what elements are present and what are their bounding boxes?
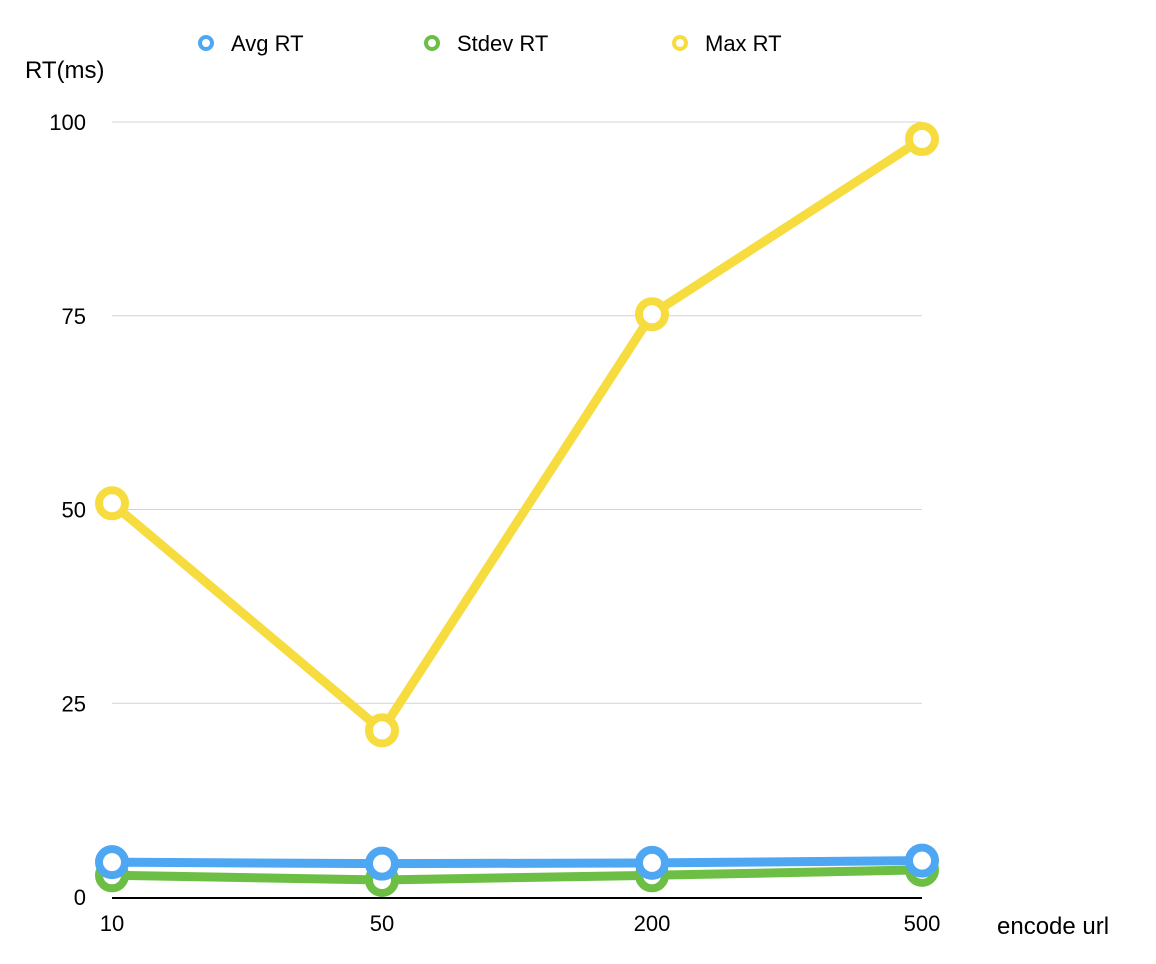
legend-item: Stdev RT (424, 31, 548, 56)
x-tick-labels: 10 50 200 500 (100, 911, 941, 936)
y-tick-labels: 0 25 50 75 100 (49, 110, 86, 910)
x-tick-label: 500 (904, 911, 941, 936)
data-point (365, 713, 399, 748)
series-avg-rt (95, 843, 939, 881)
data-point (365, 846, 399, 881)
series-group (95, 122, 939, 897)
y-tick-label: 25 (62, 691, 86, 716)
x-axis-title: encode url (997, 913, 1109, 940)
data-point (635, 297, 669, 332)
y-axis-title: RT(ms) (25, 57, 105, 84)
series-line (107, 134, 927, 735)
legend-marker (424, 35, 440, 51)
x-tick-label: 200 (634, 911, 671, 936)
legend-label: Stdev RT (457, 31, 548, 56)
y-tick-label: 50 (62, 498, 86, 523)
x-tick-label: 10 (100, 911, 124, 936)
legend-item: Max RT (672, 31, 782, 56)
series-line (107, 856, 927, 869)
series-max-rt (95, 122, 939, 748)
data-point (95, 845, 129, 880)
gridlines (112, 121, 922, 704)
legend-marker (198, 35, 214, 51)
legend-label: Max RT (705, 31, 782, 56)
data-point (905, 843, 939, 878)
legend: Avg RT Stdev RT Max RT (198, 31, 782, 56)
data-point (905, 122, 939, 157)
y-tick-label: 0 (74, 885, 86, 910)
y-tick-label: 75 (62, 304, 86, 329)
legend-label: Avg RT (231, 31, 304, 56)
data-point (95, 486, 129, 521)
data-point (635, 845, 669, 880)
legend-marker (672, 35, 688, 51)
series-line (107, 865, 927, 885)
y-tick-label: 100 (49, 110, 86, 135)
legend-item: Avg RT (198, 31, 304, 56)
x-tick-label: 50 (370, 911, 394, 936)
